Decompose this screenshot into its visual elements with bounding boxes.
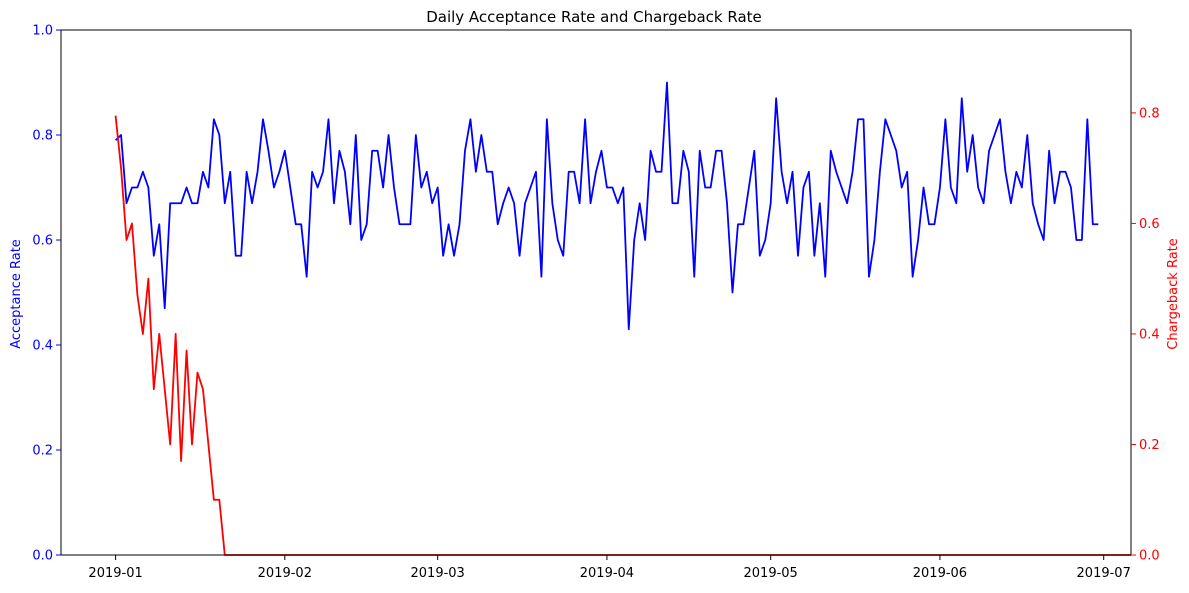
y-right-tick-label: 0.4 (1139, 327, 1160, 342)
plot-frame (60, 29, 1132, 556)
y-left-tick-label: 0.4 (32, 339, 53, 354)
x-tick-label: 2019-01 (88, 566, 142, 581)
x-tick-label: 2019-06 (913, 566, 967, 581)
y-right-tick-label: 0.0 (1139, 549, 1160, 564)
chart-title: Daily Acceptance Rate and Chargeback Rat… (426, 8, 762, 26)
y-left-tick-label: 0.0 (32, 549, 53, 564)
series-line-acceptance (114, 81, 1099, 331)
y-right-axis-label: Chargeback Rate (1166, 238, 1181, 349)
y-right-tick-label: 0.6 (1139, 217, 1160, 232)
y-left-tick-label: 0.6 (32, 234, 53, 249)
x-tick-label: 2019-02 (258, 566, 312, 581)
y-left-tick-label: 0.8 (32, 129, 53, 144)
y-right-tick-label: 0.2 (1139, 438, 1160, 453)
x-tick-label: 2019-07 (1077, 566, 1131, 581)
y-left-tick-label: 0.2 (32, 444, 53, 459)
plot-area: 2019-01 2019-02 2019-03 2019-04 2019-05 2019-… (32, 24, 1159, 582)
x-tick-label: 2019-03 (411, 566, 465, 581)
y-right-tick-label: 0.8 (1139, 106, 1160, 121)
x-tick-label: 2019-04 (580, 566, 634, 581)
y-left-tick-label: 1.0 (32, 24, 53, 39)
y-left-axis-label: Acceptance Rate (9, 239, 24, 349)
x-tick-label: 2019-05 (744, 566, 798, 581)
